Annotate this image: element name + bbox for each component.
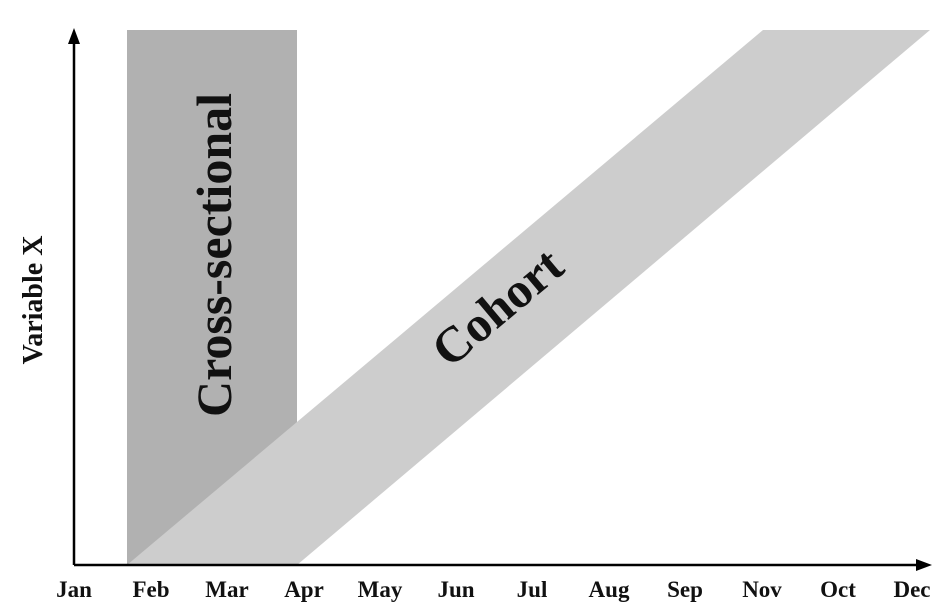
x-tick-label: Jun [437, 577, 474, 602]
x-tick-label: Jul [517, 577, 548, 602]
cohort-region [127, 30, 930, 565]
x-axis-arrowhead [916, 559, 932, 571]
x-tick-label: Aug [589, 577, 630, 602]
x-tick-label: Nov [742, 577, 782, 602]
x-tick-label: Oct [820, 577, 856, 602]
x-axis-ticks: Jan Feb Mar Apr May Jun Jul Aug Sep Nov … [56, 577, 930, 602]
x-tick-label: Dec [893, 577, 930, 602]
y-axis-arrowhead [68, 28, 80, 44]
x-tick-label: Feb [132, 577, 169, 602]
y-axis-label: Variable X [18, 236, 49, 365]
x-tick-label: May [358, 577, 403, 602]
x-tick-label: Sep [667, 577, 703, 602]
x-tick-label: Apr [284, 577, 324, 602]
x-tick-label: Mar [205, 577, 248, 602]
cross-sectional-label: Cross-sectional [186, 93, 242, 417]
x-tick-label: Jan [56, 577, 92, 602]
